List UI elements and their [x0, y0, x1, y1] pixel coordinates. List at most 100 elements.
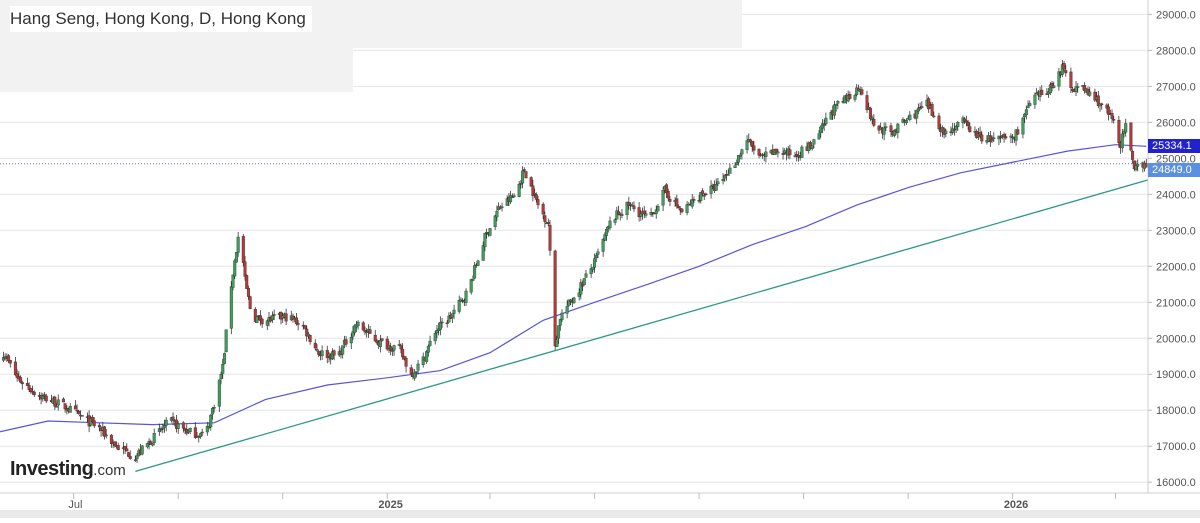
candle-body: [25, 382, 29, 386]
candle-body: [464, 290, 468, 303]
candle-body: [728, 167, 732, 174]
y-tick-label: 21000.0: [1156, 297, 1196, 309]
candle-body: [301, 324, 305, 327]
candle-body: [567, 299, 571, 306]
candle-body: [270, 315, 274, 321]
candle-body: [613, 219, 617, 223]
y-tick-label: 26000.0: [1156, 117, 1196, 129]
candle-body: [522, 169, 526, 171]
candle-body: [990, 139, 994, 141]
candle-body: [1024, 109, 1028, 116]
candle-body: [392, 345, 396, 351]
candle-body: [944, 130, 948, 134]
candle-body: [812, 139, 816, 145]
candle-body: [128, 455, 132, 459]
candle-body: [832, 104, 836, 116]
candle-body: [1021, 117, 1025, 135]
candle-body: [246, 288, 250, 297]
candle-body: [776, 151, 780, 154]
candle-body: [77, 411, 81, 414]
candle-body: [980, 134, 984, 142]
candle-body: [656, 206, 660, 212]
candle-body: [145, 443, 149, 448]
candle-body: [603, 234, 607, 241]
candle-body: [738, 154, 742, 157]
candle-body: [378, 339, 382, 347]
candle-body: [1129, 122, 1133, 151]
candle-body: [416, 363, 420, 371]
candle-body: [353, 325, 357, 333]
candle-body: [222, 353, 226, 364]
candle-body: [733, 165, 737, 169]
candle-body: [1060, 64, 1064, 75]
candle-body: [533, 192, 537, 195]
candle-body: [591, 267, 595, 270]
candle-body: [519, 183, 523, 185]
candle-body: [1088, 91, 1092, 96]
candle-body: [15, 373, 19, 378]
candle-body: [889, 125, 893, 133]
candle-body: [221, 364, 225, 374]
candle-body: [1107, 106, 1111, 115]
candle-body: [808, 142, 812, 148]
candle-body: [560, 312, 564, 321]
moving-average-line: [0, 144, 1147, 433]
candle-body: [245, 275, 249, 289]
candle-body: [198, 433, 202, 437]
candle-body: [44, 395, 48, 402]
candle-body: [558, 318, 562, 326]
candle-body: [229, 286, 233, 329]
candle-body: [125, 448, 129, 452]
candle-body: [409, 367, 413, 375]
y-tick-label: 18000.0: [1156, 405, 1196, 417]
y-tick-label: 29000.0: [1156, 9, 1196, 21]
candle-body: [1124, 123, 1128, 133]
candle-body: [896, 123, 900, 133]
candle-body: [315, 349, 319, 351]
candle-body: [493, 215, 497, 228]
candle-body: [1004, 136, 1008, 139]
candle-body: [951, 128, 955, 133]
candle-body: [385, 338, 389, 350]
candle-body: [109, 434, 113, 444]
y-tick-label: 16000.0: [1156, 477, 1196, 489]
candle-body: [399, 345, 403, 350]
candle-body: [149, 441, 153, 445]
candle-body: [632, 205, 636, 210]
candle-body: [820, 123, 824, 129]
candle-body: [1136, 163, 1140, 167]
candle-body: [361, 322, 365, 331]
candle-body: [53, 396, 57, 407]
candle-body: [41, 395, 45, 399]
candle-body: [344, 339, 348, 345]
candle-body: [892, 129, 896, 136]
candle-body: [750, 141, 754, 147]
candle-body: [181, 422, 185, 429]
candle-body: [1048, 84, 1052, 93]
candle-body: [966, 121, 970, 126]
candle-body: [7, 355, 11, 362]
candle-body: [605, 228, 609, 236]
candle-body: [615, 210, 619, 220]
candle-body: [265, 320, 269, 326]
candle-body: [43, 394, 47, 397]
candle-body: [557, 325, 561, 339]
candle-body: [774, 148, 778, 153]
candle-body: [716, 181, 720, 185]
candle-body: [836, 101, 840, 104]
candle-body: [855, 87, 859, 95]
candle-body: [55, 406, 59, 408]
candle-body: [860, 89, 864, 95]
horizontal-scrollbar[interactable]: [0, 510, 1200, 518]
candle-body: [397, 344, 401, 346]
candle-body: [512, 195, 516, 198]
candle-body: [135, 455, 139, 460]
candle-body: [577, 292, 581, 297]
candle-body: [735, 162, 739, 165]
candle-body: [212, 407, 216, 409]
candle-body: [133, 459, 137, 461]
candle-body: [521, 170, 525, 184]
candle-body: [234, 252, 238, 263]
